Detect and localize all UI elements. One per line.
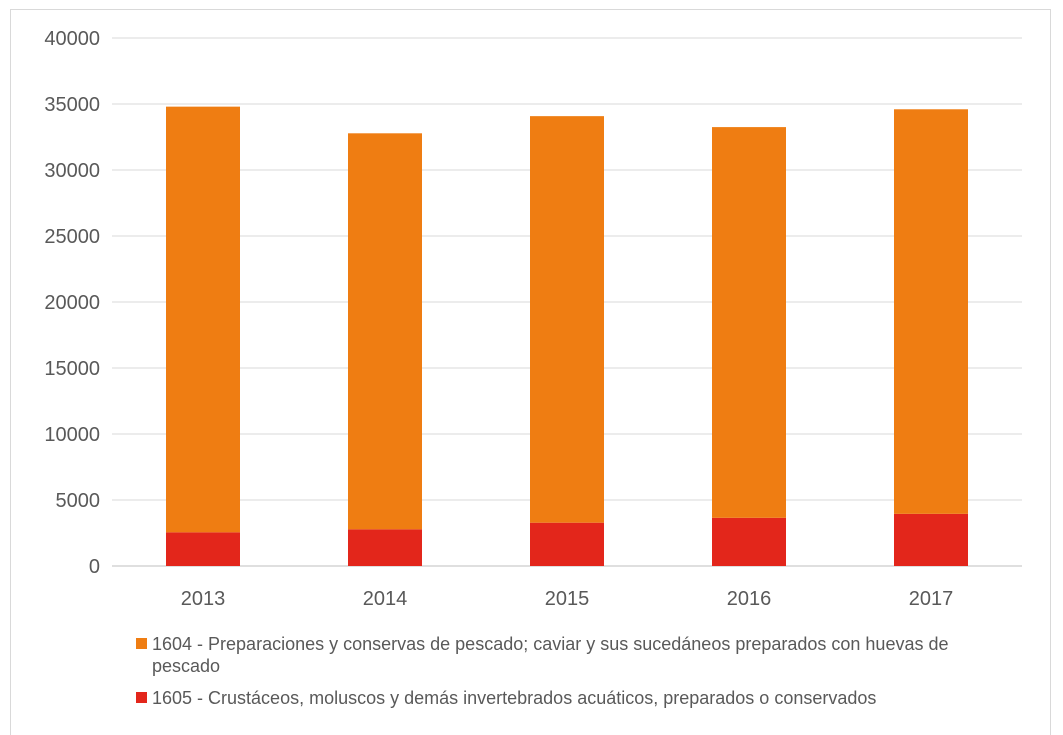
legend-label-1605: 1605 - Crustáceos, moluscos y demás inve… bbox=[152, 688, 877, 708]
bar-1604-2016 bbox=[712, 127, 786, 518]
x-tick-label: 2017 bbox=[909, 588, 954, 610]
bar-1604-2014 bbox=[348, 133, 422, 530]
y-tick-label: 30000 bbox=[44, 160, 100, 182]
x-tick-label: 2014 bbox=[363, 588, 408, 610]
chart-frame bbox=[10, 9, 1051, 735]
bar-1605-2016 bbox=[712, 517, 786, 566]
x-tick-label: 2016 bbox=[727, 588, 772, 610]
y-tick-label: 25000 bbox=[44, 226, 100, 248]
bar-1604-2015 bbox=[530, 116, 604, 523]
bars bbox=[166, 106, 968, 566]
y-tick-label: 35000 bbox=[44, 94, 100, 116]
x-tick-label: 2013 bbox=[181, 588, 226, 610]
bar-1604-2017 bbox=[894, 109, 968, 514]
bar-1605-2015 bbox=[530, 522, 604, 566]
legend-label-1604: 1604 - Preparaciones y conservas de pesc… bbox=[152, 634, 949, 676]
stacked-bar-chart: 0 5000 10000 15000 20000 25000 30000 35000 40000… bbox=[44, 28, 1022, 610]
y-tick-label: 10000 bbox=[44, 424, 100, 446]
y-tick-label: 15000 bbox=[44, 358, 100, 380]
legend-swatch-1605 bbox=[136, 692, 147, 703]
legend: 1604 - Preparaciones y conservas de pesc… bbox=[136, 633, 1016, 719]
y-tick-label: 5000 bbox=[56, 490, 101, 512]
legend-item-1604: 1604 - Preparaciones y conservas de pesc… bbox=[136, 633, 1016, 677]
legend-item-1605: 1605 - Crustáceos, moluscos y demás inve… bbox=[136, 687, 1016, 709]
x-axis-ticks: 2013 2014 2015 2016 2017 bbox=[181, 588, 954, 610]
y-tick-label: 0 bbox=[89, 556, 100, 578]
bar-1605-2014 bbox=[348, 529, 422, 566]
bar-1605-2017 bbox=[894, 513, 968, 566]
x-tick-label: 2015 bbox=[545, 588, 590, 610]
y-tick-label: 40000 bbox=[44, 28, 100, 50]
y-axis-ticks: 0 5000 10000 15000 20000 25000 30000 35000 40000 bbox=[44, 28, 100, 578]
legend-swatch-1604 bbox=[136, 638, 147, 649]
bar-1605-2013 bbox=[166, 532, 240, 566]
y-tick-label: 20000 bbox=[44, 292, 100, 314]
bar-1604-2013 bbox=[166, 106, 240, 533]
